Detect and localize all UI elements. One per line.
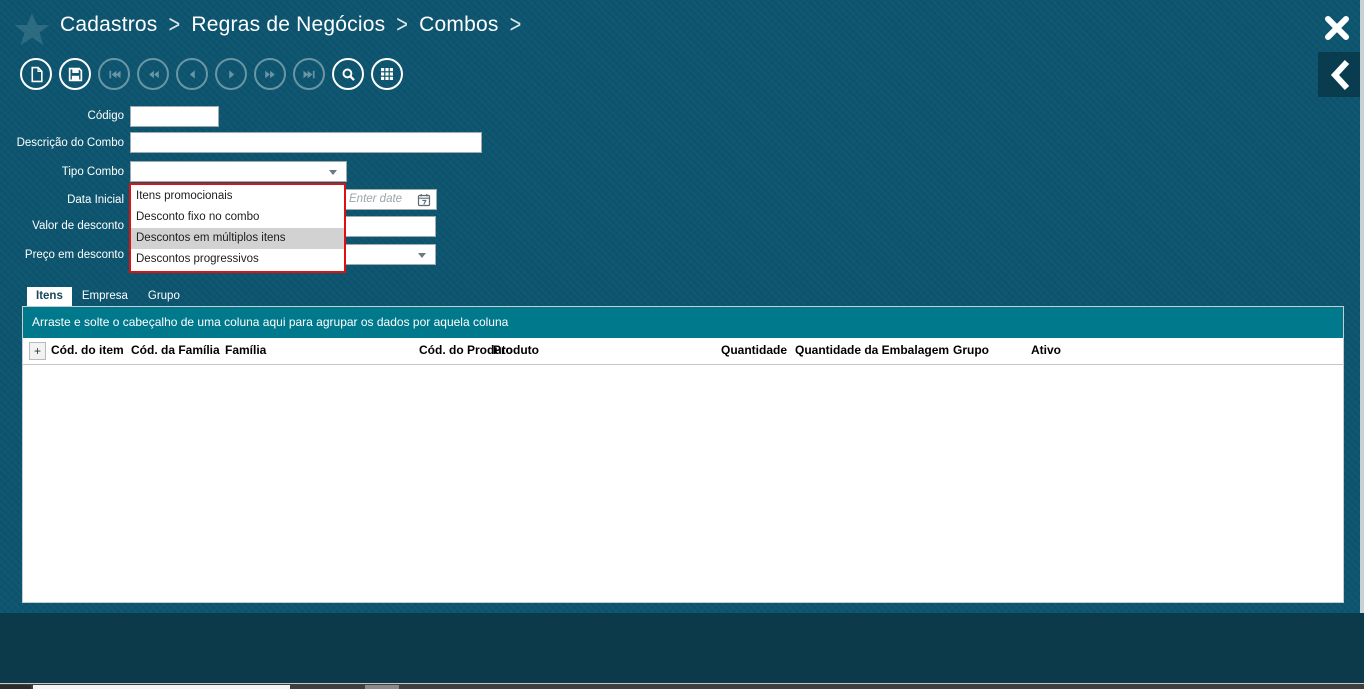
last-record-icon[interactable] [293, 58, 325, 90]
tab-grupo[interactable]: Grupo [147, 290, 180, 302]
bottom-nav: AtualizaçõesAuditoriasCadastrosCargasCom… [0, 613, 1364, 683]
close-icon[interactable] [1320, 12, 1354, 46]
tab-strip: Itens Empresa Grupo [27, 285, 190, 306]
valor-desconto-label: Valor de desconto [32, 220, 124, 232]
horizontal-scrollbar[interactable] [0, 683, 1364, 689]
preco-desconto-label: Preço em desconto [24, 249, 124, 261]
breadcrumb-item[interactable]: Cadastros [60, 13, 158, 36]
scrollbar-cap [0, 685, 31, 689]
breadcrumb-separator-icon: > [509, 10, 522, 39]
dropdown-option[interactable]: Desconto fixo no combo [136, 211, 260, 223]
column-header[interactable]: Cód. do item [51, 343, 124, 357]
calendar-icon[interactable] [417, 193, 431, 212]
dropdown-option[interactable]: Descontos em múltiplos itens [131, 228, 344, 249]
tab-itens[interactable]: Itens [27, 287, 72, 306]
date-placeholder: Enter date [349, 193, 403, 205]
dropdown-option[interactable]: Itens promocionais [136, 190, 233, 202]
grid-view-icon[interactable] [371, 58, 403, 90]
tab-empresa[interactable]: Empresa [81, 290, 128, 302]
column-header[interactable]: Família [225, 343, 267, 357]
breadcrumb-separator-icon: > [396, 10, 409, 39]
data-inicial-label: Data Inicial [67, 194, 124, 206]
new-record-icon[interactable] [20, 58, 52, 90]
collapse-panel-chevron-icon[interactable] [1318, 52, 1364, 97]
scrollbar-segment [365, 685, 399, 689]
codigo-label: Código [87, 110, 124, 122]
chevron-down-icon [329, 170, 337, 175]
previous-record-icon[interactable] [176, 58, 208, 90]
column-header[interactable]: Cód. da Família [131, 343, 220, 357]
rewind-icon[interactable] [137, 58, 169, 90]
codigo-input[interactable] [130, 106, 219, 127]
grid-body[interactable] [23, 365, 1343, 602]
dropdown-option[interactable]: Descontos progressivos [136, 253, 259, 265]
tipo-combo-select[interactable] [130, 161, 347, 182]
tipo-combo-label: Tipo Combo [61, 166, 124, 178]
column-header[interactable]: Produto [493, 343, 539, 357]
column-header[interactable]: Cód. do Produto [419, 343, 513, 357]
breadcrumb-separator-icon: > [168, 10, 181, 39]
column-header[interactable]: Ativo [1031, 343, 1061, 357]
column-header[interactable]: Grupo [953, 343, 989, 357]
breadcrumb-item[interactable]: Regras de Negócios [191, 13, 386, 36]
tipo-combo-dropdown-list: Itens promocionais Desconto fixo no combo… [129, 183, 346, 273]
fast-forward-icon[interactable] [254, 58, 286, 90]
save-icon[interactable] [59, 58, 91, 90]
add-row-button[interactable]: + [29, 342, 46, 360]
grid-header-row: + Cód. do item Cód. da Família Família Cód.… [23, 338, 1343, 365]
next-record-icon[interactable] [215, 58, 247, 90]
vertical-scrollbar[interactable] [1360, 0, 1364, 613]
descricao-combo-input[interactable] [130, 132, 482, 153]
search-icon[interactable] [332, 58, 364, 90]
breadcrumb-item[interactable]: Combos [419, 13, 499, 36]
group-by-bar[interactable]: Arraste e solte o cabeçalho de uma colun… [23, 307, 1343, 338]
column-header[interactable]: Quantidade [721, 343, 788, 357]
scrollbar-thumb[interactable] [33, 685, 290, 689]
descricao-label: Descrição do Combo [16, 137, 124, 149]
first-record-icon[interactable] [98, 58, 130, 90]
favorite-star-icon[interactable] [12, 10, 52, 50]
column-header[interactable]: Quantidade da Embalagem [795, 343, 950, 357]
breadcrumb: Cadastros > Regras de Negócios > Combos > [60, 10, 522, 39]
toolbar [20, 58, 403, 90]
items-grid: Arraste e solte o cabeçalho de uma colun… [22, 306, 1344, 603]
chevron-down-icon [418, 253, 426, 258]
